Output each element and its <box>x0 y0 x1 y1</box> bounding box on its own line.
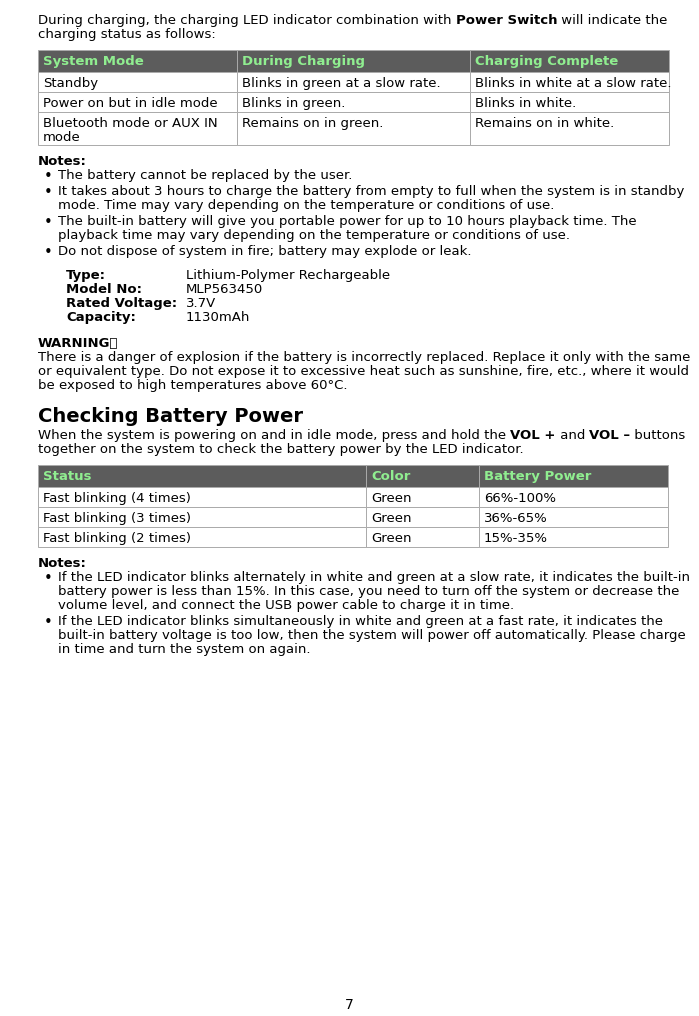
Text: It takes about 3 hours to charge the battery from empty to full when the system : It takes about 3 hours to charge the bat… <box>58 185 684 198</box>
Text: Blinks in green.: Blinks in green. <box>242 97 345 110</box>
Bar <box>470 112 669 145</box>
Text: in time and turn the system on again.: in time and turn the system on again. <box>58 643 310 656</box>
Text: Fast blinking (3 times): Fast blinking (3 times) <box>43 512 191 525</box>
Bar <box>38 72 237 92</box>
Text: Remains on in white.: Remains on in white. <box>475 117 614 130</box>
Bar <box>237 50 470 72</box>
Bar <box>38 465 366 487</box>
Text: and: and <box>556 429 589 442</box>
Bar <box>38 507 366 527</box>
Text: buttons: buttons <box>630 429 686 442</box>
Text: Fast blinking (2 times): Fast blinking (2 times) <box>43 532 191 545</box>
Text: There is a danger of explosion if the battery is incorrectly replaced. Replace i: There is a danger of explosion if the ba… <box>38 351 691 364</box>
Text: Green: Green <box>371 492 412 505</box>
Bar <box>38 112 237 145</box>
Text: Blinks in green at a slow rate.: Blinks in green at a slow rate. <box>242 77 440 90</box>
Text: mode: mode <box>43 131 81 144</box>
Bar <box>366 487 479 507</box>
Text: Blinks in white.: Blinks in white. <box>475 97 576 110</box>
Text: VOL –: VOL – <box>589 429 630 442</box>
Text: 66%-100%: 66%-100% <box>484 492 556 505</box>
Text: During Charging: During Charging <box>242 55 365 68</box>
Bar <box>479 527 668 547</box>
Text: Rated Voltage:: Rated Voltage: <box>66 297 177 310</box>
Text: •: • <box>44 169 52 184</box>
Text: Notes:: Notes: <box>38 155 87 168</box>
Bar <box>470 50 669 72</box>
Text: If the LED indicator blinks alternately in white and green at a slow rate, it in: If the LED indicator blinks alternately … <box>58 571 690 584</box>
Text: 3.7V: 3.7V <box>186 297 216 310</box>
Text: Notes:: Notes: <box>38 557 87 570</box>
Text: •: • <box>44 185 52 200</box>
Text: Do not dispose of system in fire; battery may explode or leak.: Do not dispose of system in fire; batter… <box>58 245 472 258</box>
Text: If the LED indicator blinks simultaneously in white and green at a fast rate, it: If the LED indicator blinks simultaneous… <box>58 615 663 628</box>
Text: Status: Status <box>43 470 92 483</box>
Text: Green: Green <box>371 532 412 545</box>
Text: will indicate the: will indicate the <box>557 14 668 27</box>
Bar <box>38 527 366 547</box>
Text: Standby: Standby <box>43 77 98 90</box>
Text: playback time may vary depending on the temperature or conditions of use.: playback time may vary depending on the … <box>58 229 570 242</box>
Text: Model No:: Model No: <box>66 283 142 296</box>
Text: built-in battery voltage is too low, then the system will power off automaticall: built-in battery voltage is too low, the… <box>58 629 686 642</box>
Bar <box>470 72 669 92</box>
Text: together on the system to check the battery power by the LED indicator.: together on the system to check the batt… <box>38 443 524 456</box>
Text: •: • <box>44 571 52 586</box>
Text: •: • <box>44 615 52 630</box>
Text: During charging, the charging LED indicator combination with: During charging, the charging LED indica… <box>38 14 456 27</box>
Text: volume level, and connect the USB power cable to charge it in time.: volume level, and connect the USB power … <box>58 599 514 612</box>
Text: VOL +: VOL + <box>510 429 556 442</box>
Text: mode. Time may vary depending on the temperature or conditions of use.: mode. Time may vary depending on the tem… <box>58 199 554 212</box>
Text: battery power is less than 15%. In this case, you need to turn off the system or: battery power is less than 15%. In this … <box>58 585 679 598</box>
Text: Type:: Type: <box>66 269 106 282</box>
Bar <box>237 72 470 92</box>
Text: Checking Battery Power: Checking Battery Power <box>38 407 303 426</box>
Bar <box>479 507 668 527</box>
Bar <box>366 465 479 487</box>
Bar <box>479 487 668 507</box>
Text: System Mode: System Mode <box>43 55 144 68</box>
Bar <box>479 465 668 487</box>
Text: Power Switch: Power Switch <box>456 14 557 27</box>
Text: The built-in battery will give you portable power for up to 10 hours playback ti: The built-in battery will give you porta… <box>58 215 637 228</box>
Bar <box>38 92 237 112</box>
Text: Green: Green <box>371 512 412 525</box>
Text: •: • <box>44 245 52 260</box>
Text: Battery Power: Battery Power <box>484 470 591 483</box>
Bar <box>366 527 479 547</box>
Bar <box>470 92 669 112</box>
Text: Bluetooth mode or AUX IN: Bluetooth mode or AUX IN <box>43 117 217 130</box>
Text: Remains on in green.: Remains on in green. <box>242 117 383 130</box>
Bar <box>237 92 470 112</box>
Text: When the system is powering on and in idle mode, press and hold the: When the system is powering on and in id… <box>38 429 510 442</box>
Text: or equivalent type. Do not expose it to excessive heat such as sunshine, fire, e: or equivalent type. Do not expose it to … <box>38 365 689 378</box>
Text: MLP563450: MLP563450 <box>186 283 264 296</box>
Bar <box>237 112 470 145</box>
Text: Blinks in white at a slow rate.: Blinks in white at a slow rate. <box>475 77 672 90</box>
Text: Charging Complete: Charging Complete <box>475 55 618 68</box>
Bar <box>38 487 366 507</box>
Text: The battery cannot be replaced by the user.: The battery cannot be replaced by the us… <box>58 169 352 182</box>
Text: 1130mAh: 1130mAh <box>186 311 250 324</box>
Text: 15%-35%: 15%-35% <box>484 532 548 545</box>
Text: •: • <box>44 215 52 230</box>
Text: Fast blinking (4 times): Fast blinking (4 times) <box>43 492 191 505</box>
Text: charging status as follows:: charging status as follows: <box>38 28 216 41</box>
Text: Capacity:: Capacity: <box>66 311 136 324</box>
Text: Power on but in idle mode: Power on but in idle mode <box>43 97 217 110</box>
Text: 36%-65%: 36%-65% <box>484 512 548 525</box>
Text: 7: 7 <box>345 998 354 1012</box>
Bar <box>366 507 479 527</box>
Bar <box>38 50 237 72</box>
Text: be exposed to high temperatures above 60°C.: be exposed to high temperatures above 60… <box>38 379 347 392</box>
Text: Lithium-Polymer Rechargeable: Lithium-Polymer Rechargeable <box>186 269 390 282</box>
Text: Color: Color <box>371 470 410 483</box>
Text: WARNING！: WARNING！ <box>38 337 119 350</box>
